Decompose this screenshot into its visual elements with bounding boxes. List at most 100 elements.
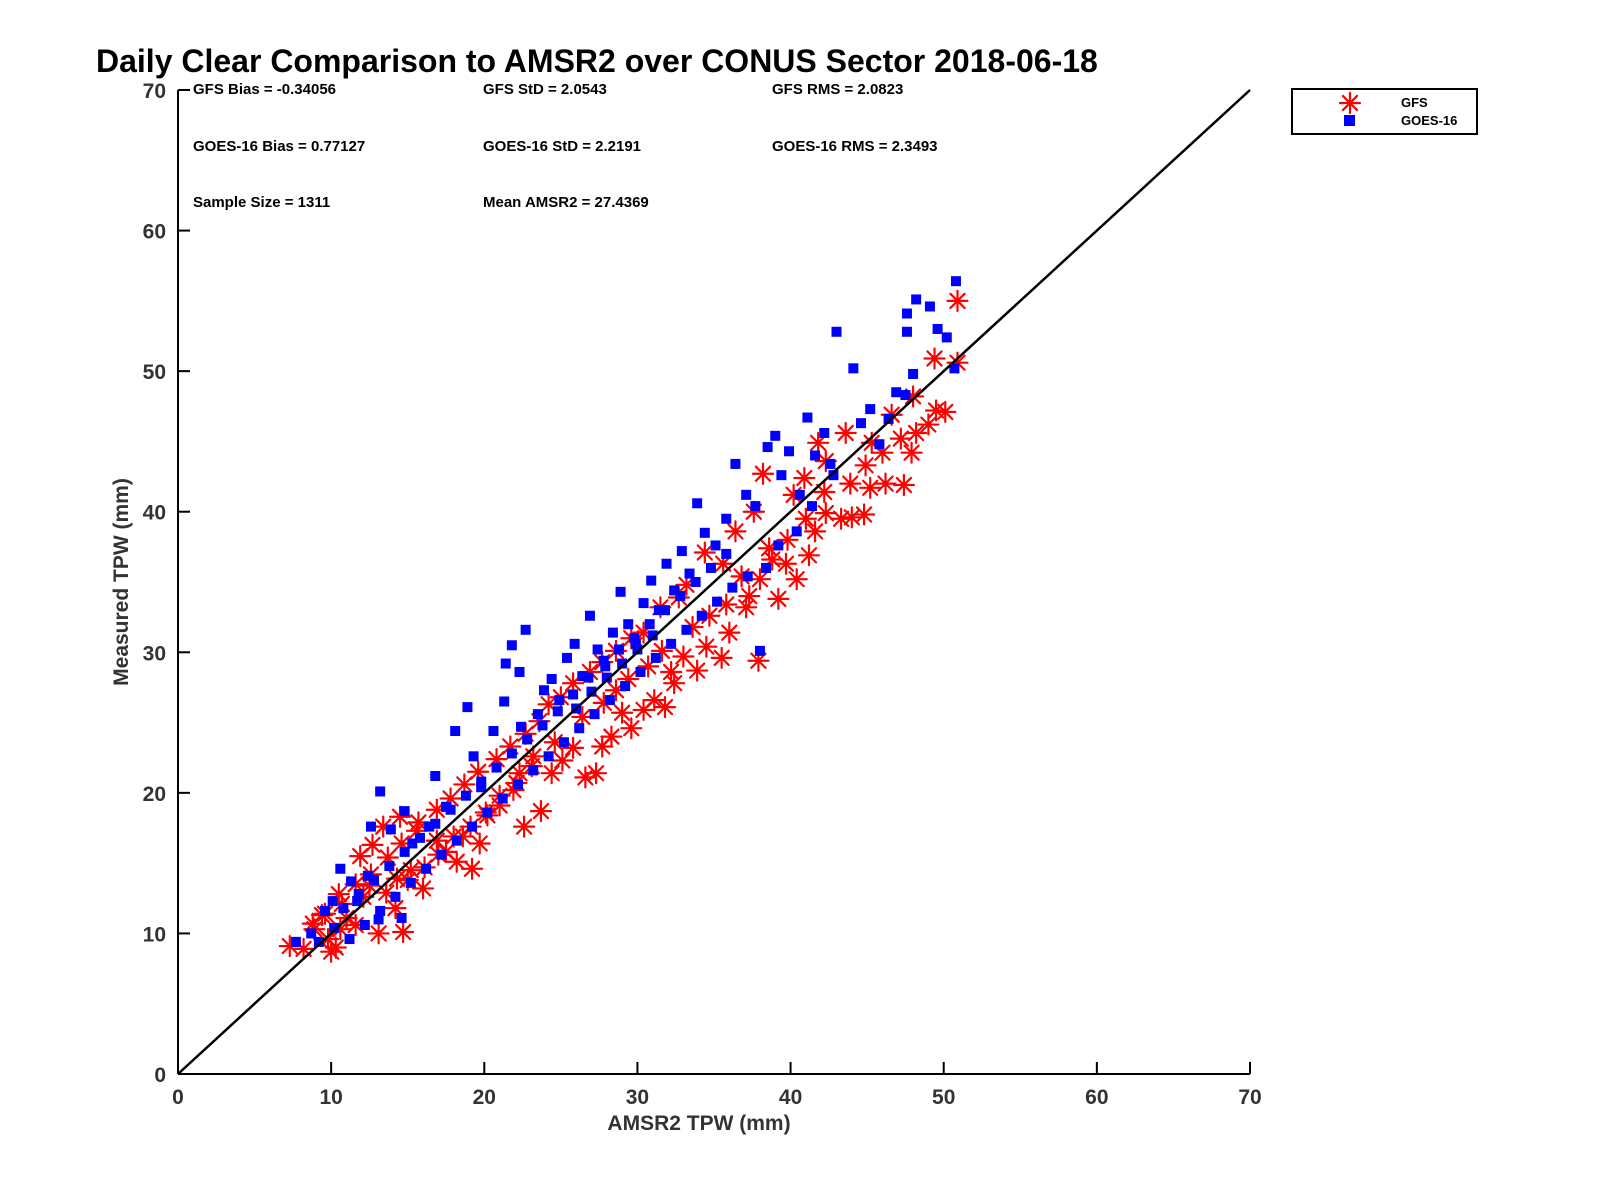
goes16-point <box>730 458 741 469</box>
goes16-point <box>506 748 517 759</box>
goes16-point <box>290 936 301 947</box>
goes16-point <box>710 540 721 551</box>
goes16-point <box>644 619 655 630</box>
stat-annotation: Sample Size = 1311 <box>193 194 330 211</box>
gfs-point <box>813 480 836 504</box>
goes16-point <box>329 922 340 933</box>
goes16-point <box>901 326 912 337</box>
goes16-point <box>373 914 384 925</box>
goes16-point <box>399 846 410 857</box>
goes16-point <box>754 645 765 656</box>
gfs-point <box>854 454 877 477</box>
goes16-point <box>950 276 961 287</box>
gfs-point <box>892 473 915 497</box>
goes16-point <box>569 638 580 649</box>
goes16-point <box>598 655 609 666</box>
gfs-point <box>411 877 435 900</box>
goes16-point <box>552 706 563 717</box>
legend-goes-square-icon <box>1344 115 1355 126</box>
goes16-point <box>661 558 672 569</box>
goes16-point <box>699 527 710 538</box>
goes16-point <box>705 562 716 573</box>
goes16-point <box>690 577 701 587</box>
goes16-point <box>554 695 565 706</box>
goes16-point <box>825 458 836 469</box>
gfs-point <box>695 635 718 658</box>
gfs-point <box>767 587 790 610</box>
goes16-point <box>629 633 640 644</box>
stat-annotation: GFS StD = 2.0543 <box>483 81 607 98</box>
x-tick-label: 0 <box>172 1086 184 1109</box>
goes16-point <box>712 596 723 607</box>
gfs-point <box>803 520 827 543</box>
goes16-point <box>346 876 357 887</box>
goes16-point <box>384 860 395 871</box>
gfs-point <box>807 431 830 454</box>
goes16-point <box>908 368 919 379</box>
goes16-point <box>848 363 859 374</box>
goes16-point <box>543 751 554 762</box>
gfs-point <box>859 476 882 499</box>
y-tick-label: 60 <box>143 221 166 244</box>
gfs-point <box>367 922 390 945</box>
goes16-point <box>810 450 821 461</box>
x-ticks: 0 10 20 30 40 50 60 70 <box>172 1062 1262 1109</box>
goes16-point <box>883 413 894 424</box>
goes16-point <box>865 404 876 415</box>
goes16-point <box>499 696 510 707</box>
goes16-point <box>539 685 550 696</box>
goes16-point <box>620 681 631 692</box>
goes16-point <box>900 390 911 401</box>
goes16-point <box>592 644 603 655</box>
x-tick-label: 10 <box>319 1086 342 1109</box>
goes16-point <box>497 793 508 804</box>
goes16-point <box>468 751 479 762</box>
goes16-point <box>932 323 943 334</box>
goes16-point <box>669 585 680 596</box>
goes16-point <box>828 470 839 481</box>
goes16-point <box>491 762 502 773</box>
goes16-point <box>476 782 487 793</box>
gfs-point <box>686 659 709 682</box>
goes16-point <box>630 638 641 649</box>
gfs-point <box>660 660 683 684</box>
goes16-point <box>949 363 960 374</box>
goes16-point <box>313 936 324 947</box>
x-axis-label: AMSR2 TPW (mm) <box>607 1112 790 1135</box>
goes16-point <box>776 470 787 481</box>
goes16-point <box>586 686 597 697</box>
goes16-point <box>450 726 461 737</box>
goes16-point <box>516 721 527 732</box>
stat-annotation: GOES-16 Bias = 0.77127 <box>193 138 365 155</box>
goes16-point <box>365 821 376 832</box>
gfs-point <box>923 347 946 370</box>
goes16-point <box>583 672 594 683</box>
gfs-point <box>834 421 857 445</box>
y-axis-label: Measured TPW (mm) <box>110 478 133 686</box>
goes16-point <box>320 905 331 916</box>
gfs-point <box>724 520 747 543</box>
goes16-point <box>514 666 525 677</box>
gfs-point <box>611 701 634 724</box>
goes16-point <box>338 903 349 914</box>
x-tick-label: 40 <box>779 1086 802 1109</box>
goes16-point <box>362 870 373 881</box>
goes16-point <box>522 734 533 745</box>
goes16-point <box>390 891 401 902</box>
gfs-point <box>774 552 798 575</box>
gfs-point <box>793 466 816 490</box>
gfs-point <box>620 717 643 740</box>
stat-annotation: Mean AMSR2 = 27.4369 <box>483 194 649 211</box>
goes16-point <box>742 571 753 582</box>
gfs-point <box>653 696 677 719</box>
goes16-point <box>405 877 416 888</box>
x-tick-label: 50 <box>932 1086 955 1109</box>
goes16-point <box>424 821 435 832</box>
goes16-point <box>359 919 370 930</box>
gfs-point <box>710 646 733 670</box>
legend-gfs-asterisk-glyph <box>1338 91 1362 115</box>
gfs-point <box>712 552 735 575</box>
x-tick-label: 60 <box>1085 1086 1108 1109</box>
gfs-point <box>761 548 784 571</box>
y-ticks: 0 10 20 30 40 50 60 70 <box>143 80 190 1087</box>
